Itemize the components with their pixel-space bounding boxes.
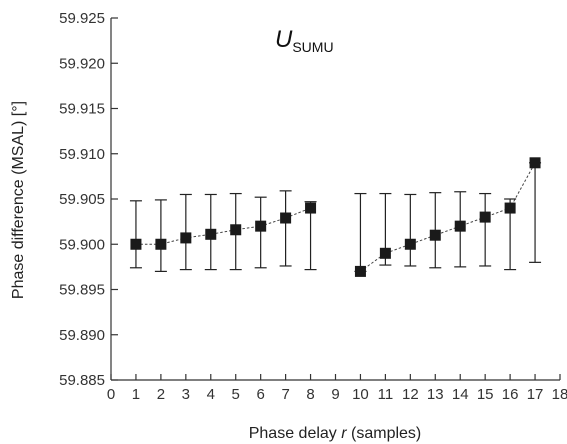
x-axis-ticks: 0 1 2 3 4 5 6 7 8 9 10 11 12 13 14 15 16 17 18 — [107, 374, 567, 403]
x-tick-label: 2 — [157, 386, 165, 403]
x-tick-label: 7 — [281, 386, 289, 403]
y-tick-label: 59.910 — [59, 146, 105, 163]
x-tick-label: 10 — [352, 386, 369, 403]
x-tick-label: 0 — [107, 386, 115, 403]
x-tick-label: 14 — [452, 386, 469, 403]
y-tick-label: 59.905 — [59, 191, 105, 208]
x-tick-label: 1 — [132, 386, 140, 403]
y-tick-label: 59.900 — [59, 236, 105, 253]
data-point — [529, 157, 541, 169]
data-point — [230, 224, 242, 236]
data-point — [180, 232, 192, 244]
data-point — [454, 220, 466, 232]
data-point — [429, 229, 441, 241]
y-axis-label: Phase difference (MSAL) [°] — [10, 101, 27, 299]
x-tick-label: 13 — [427, 386, 444, 403]
chart-title: USUMU — [275, 26, 334, 55]
x-tick-label: 8 — [306, 386, 314, 403]
data-point — [479, 211, 491, 223]
x-tick-label: 3 — [182, 386, 190, 403]
x-tick-label: 15 — [477, 386, 494, 403]
x-tick-label: 18 — [552, 386, 567, 403]
x-tick-label: 16 — [502, 386, 519, 403]
y-axis-ticks: 59.885 59.890 59.895 59.900 59.905 59.910 59.9… — [59, 10, 118, 389]
y-tick-label: 59.915 — [59, 101, 105, 118]
data-point — [305, 202, 317, 214]
data-point — [255, 220, 267, 232]
chart-title-subscript: SUMU — [292, 39, 333, 55]
data-point — [504, 202, 516, 214]
x-axis-label-post: (samples) — [347, 425, 422, 442]
x-axis-label-pre: Phase delay — [249, 425, 342, 442]
y-tick-label: 59.895 — [59, 282, 105, 299]
data-point — [354, 265, 366, 277]
x-tick-label: 17 — [527, 386, 544, 403]
x-tick-label: 4 — [207, 386, 215, 403]
data-point — [205, 228, 217, 240]
y-tick-label: 59.920 — [59, 55, 105, 72]
y-tick-label: 59.885 — [59, 372, 105, 389]
data-point — [130, 238, 142, 250]
x-tick-label: 6 — [256, 386, 264, 403]
y-tick-label: 59.925 — [59, 10, 105, 27]
data-point — [379, 247, 391, 259]
x-axis-label-var: r — [341, 425, 347, 442]
x-tick-label: 9 — [331, 386, 339, 403]
plot-frame — [110, 18, 560, 381]
series-layer — [129, 157, 542, 277]
x-tick-label: 12 — [402, 386, 419, 403]
data-point — [280, 212, 292, 224]
x-axis-label: Phase delay r (samples) — [249, 425, 422, 442]
chart-title-main: U — [275, 26, 293, 53]
data-point — [404, 238, 416, 250]
y-tick-label: 59.890 — [59, 327, 105, 344]
data-point — [155, 238, 167, 250]
x-tick-label: 5 — [232, 386, 240, 403]
x-tick-label: 11 — [378, 386, 394, 403]
